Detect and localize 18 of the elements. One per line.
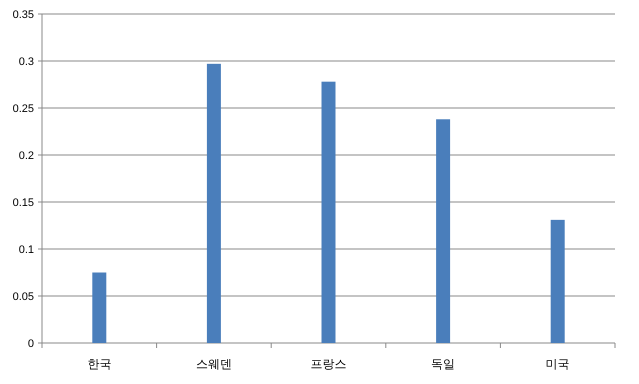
bar xyxy=(436,119,450,343)
x-tick-label: 미국 xyxy=(546,357,570,371)
bar xyxy=(322,82,336,343)
x-tick-label: 프랑스 xyxy=(310,357,346,371)
y-tick-label: 0.2 xyxy=(18,150,34,162)
y-tick-label: 0.15 xyxy=(12,197,34,209)
y-tick-label: 0.3 xyxy=(18,56,34,68)
x-tick-label: 스웨덴 xyxy=(196,357,232,371)
y-tick-label: 0.05 xyxy=(12,291,34,303)
bar xyxy=(92,272,106,343)
y-tick-label: 0.25 xyxy=(12,103,34,115)
bar xyxy=(206,64,221,343)
y-tick-label: 0 xyxy=(28,338,34,350)
y-tick-label: 0.1 xyxy=(18,244,34,256)
y-tick-label: 0.35 xyxy=(12,9,34,21)
x-tick-label: 독일 xyxy=(431,357,456,371)
bar xyxy=(550,220,565,343)
x-tick-label: 한국 xyxy=(87,357,112,371)
